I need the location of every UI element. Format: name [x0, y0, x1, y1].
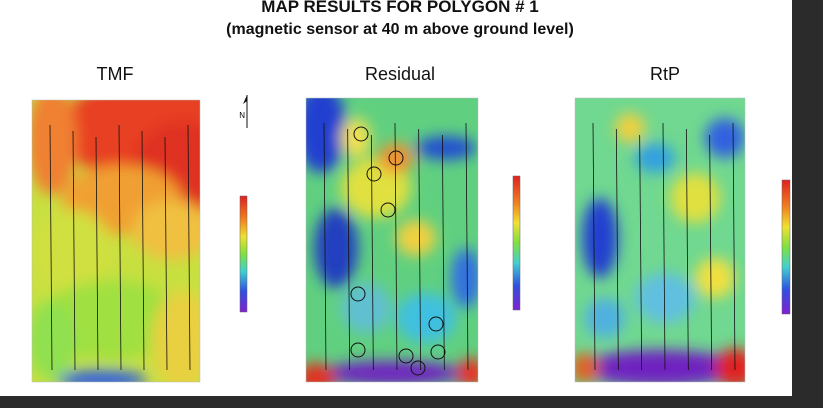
color-bar	[512, 175, 521, 311]
flight-line	[187, 124, 191, 371]
anomaly	[695, 258, 735, 298]
anomaly	[670, 173, 720, 223]
flight-line	[118, 124, 122, 371]
anomaly	[306, 363, 336, 382]
anomaly	[582, 198, 618, 278]
panel-title: TMF	[97, 64, 134, 84]
anomaly	[341, 158, 411, 218]
flight-line	[49, 124, 53, 371]
anomaly	[57, 370, 147, 382]
flight-line	[141, 130, 145, 371]
anomaly	[32, 300, 77, 380]
anomaly	[457, 358, 478, 382]
target-circle	[366, 166, 382, 182]
flight-line	[164, 136, 168, 371]
flight-line	[95, 136, 99, 371]
anomaly	[306, 98, 346, 173]
flight-line	[709, 134, 713, 371]
map-anomalies	[575, 113, 745, 382]
anomaly	[341, 118, 371, 158]
anomaly	[416, 136, 476, 160]
anomaly	[341, 283, 391, 333]
map-panel	[575, 98, 745, 382]
anomaly	[378, 143, 414, 173]
map-frame	[31, 99, 201, 383]
flight-line	[72, 130, 76, 371]
target-circle	[388, 150, 404, 166]
flight-line	[662, 122, 666, 371]
anomaly	[615, 113, 645, 143]
anomaly	[322, 361, 462, 382]
anomaly	[580, 350, 740, 382]
anomaly	[32, 100, 77, 195]
flight-line	[639, 134, 643, 371]
map-frame	[305, 97, 479, 383]
map-frame	[574, 97, 746, 383]
anomaly	[635, 273, 695, 323]
target-circle	[398, 348, 414, 364]
target-circle	[350, 342, 366, 358]
flight-line	[465, 122, 469, 371]
anomaly	[396, 220, 436, 256]
anomaly	[451, 248, 478, 308]
flight-line	[370, 134, 374, 371]
target-circle	[410, 360, 426, 376]
color-bar	[781, 179, 791, 315]
flight-line	[394, 122, 398, 371]
anomaly	[152, 290, 200, 382]
target-circle	[430, 344, 446, 360]
target-circle	[350, 286, 366, 302]
anomaly	[635, 143, 675, 173]
map-panel	[32, 100, 200, 382]
north-label: N	[239, 111, 245, 120]
target-circle	[428, 316, 444, 332]
slide-subtitle: (magnetic sensor at 40 m above ground le…	[226, 21, 574, 38]
panel-title: Residual	[365, 64, 435, 84]
flight-line	[732, 122, 736, 371]
anomaly	[396, 293, 456, 343]
anomaly	[575, 353, 600, 382]
anomaly	[705, 118, 745, 158]
map-panel	[306, 98, 478, 382]
flight-line	[615, 128, 619, 371]
flight-line	[592, 122, 596, 371]
target-circle	[380, 202, 396, 218]
map-anomalies	[306, 98, 478, 382]
flight-line	[685, 128, 689, 371]
flight-line	[323, 122, 327, 371]
slide-title: MAP RESULTS FOR POLYGON # 1	[261, 0, 538, 16]
flight-line	[418, 128, 422, 371]
flight-line	[441, 134, 445, 371]
flight-line	[347, 128, 351, 371]
north-arrow-head	[243, 95, 247, 104]
anomaly	[585, 298, 625, 338]
anomaly	[32, 210, 112, 290]
target-circle	[353, 126, 369, 142]
color-bar	[239, 195, 248, 313]
anomaly	[314, 208, 358, 288]
anomaly	[715, 348, 745, 382]
maps	[31, 97, 746, 383]
panel-title: RtP	[650, 64, 680, 84]
